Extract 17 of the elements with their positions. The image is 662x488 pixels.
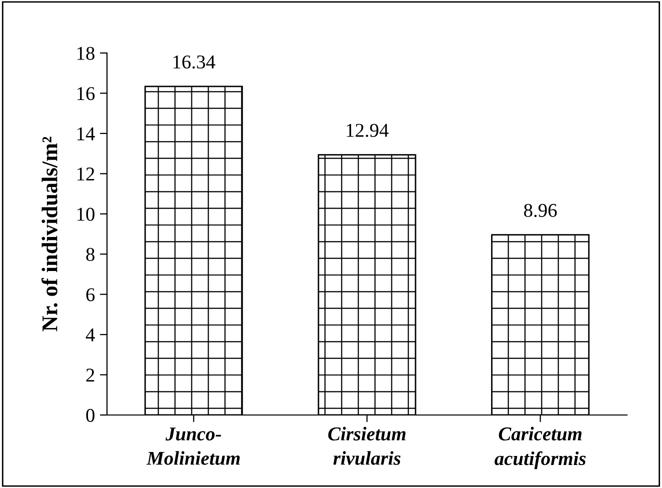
x-tick-label: Cirsietum rivularis	[328, 426, 406, 465]
y-tick-label: 4	[86, 328, 95, 342]
y-tick-label: 14	[77, 127, 95, 140]
y-tick-label: 6	[86, 288, 95, 302]
y-tick-label: 18	[77, 46, 94, 60]
data-label: 16.34	[174, 55, 216, 69]
data-label: 8.96	[524, 204, 557, 218]
y-tick-label: 0	[86, 408, 94, 422]
data-label: 12.94	[346, 124, 389, 138]
y-tick-label: 12	[77, 168, 94, 180]
y-tick-label: 8	[86, 248, 94, 262]
x-tick-label: Caricetum acutiformis	[494, 426, 586, 470]
y-axis-title: Nr. of individuals/m²	[41, 136, 58, 332]
x-tick-label: Junco- Molinietum	[146, 428, 240, 465]
y-tick-label: 16	[77, 87, 95, 100]
y-tick-label: 2	[86, 368, 94, 382]
y-tick-label: 10	[77, 208, 94, 221]
